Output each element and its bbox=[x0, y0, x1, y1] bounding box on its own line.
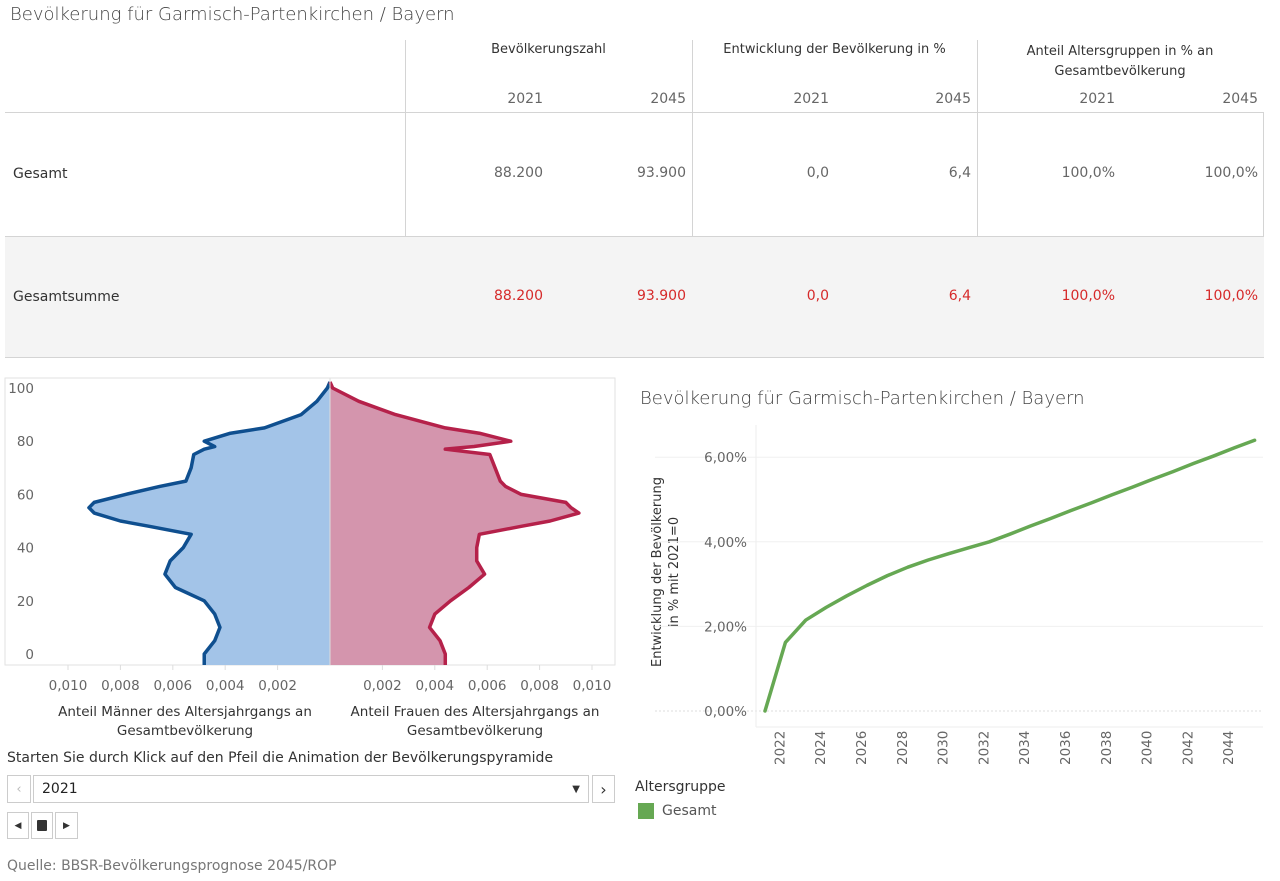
population-pyramid-chart: 0 20 40 60 80 100 0,010 0,008 0,006 0,004 0,002 0,0… bbox=[4, 377, 616, 694]
year-header: 2045 bbox=[1222, 91, 1258, 107]
caret-down-icon: ▼ bbox=[572, 783, 580, 795]
x-tick-label: 2040 bbox=[1140, 731, 1156, 765]
x-tick-label: 2028 bbox=[895, 731, 911, 765]
x-tick-label: 2034 bbox=[1017, 731, 1033, 765]
cell: 88.200 bbox=[494, 165, 543, 181]
year-dropdown[interactable]: 2021 ▼ bbox=[33, 775, 589, 803]
y-tick-label: 2,00% bbox=[704, 619, 747, 635]
cell: 100,0% bbox=[1204, 288, 1258, 304]
x-tick-label: 2036 bbox=[1058, 731, 1074, 765]
x-tick-label: 0,008 bbox=[101, 678, 140, 694]
cell: 93.900 bbox=[637, 288, 686, 304]
pyramid-area-men bbox=[88, 382, 331, 665]
x-tick-label: 0,010 bbox=[49, 678, 88, 694]
legend-item[interactable]: Gesamt bbox=[638, 803, 716, 819]
x-tick-label: 2044 bbox=[1221, 731, 1237, 765]
legend-title: Altersgruppe bbox=[635, 779, 726, 795]
year-header: 2045 bbox=[935, 91, 971, 107]
cell: 100,0% bbox=[1061, 165, 1115, 181]
cell: 0,0 bbox=[806, 288, 829, 304]
x-tick-label: 0,002 bbox=[363, 678, 402, 694]
x-tick-label: 2024 bbox=[813, 731, 829, 765]
cell: 93.900 bbox=[637, 165, 686, 181]
x-tick-label: 0,004 bbox=[206, 678, 245, 694]
y-tick-label: 0 bbox=[25, 647, 34, 663]
line-chart: 0,00% 2,00% 4,00% 6,00% 2022 2024 2026 2028 2030… bbox=[655, 425, 1263, 765]
y-tick-label: 6,00% bbox=[704, 450, 747, 466]
series-line-gesamt bbox=[763, 438, 1257, 713]
x-tick-label: 0,008 bbox=[520, 678, 559, 694]
row-label: Gesamt bbox=[13, 166, 68, 182]
stop-icon bbox=[37, 820, 47, 831]
page-title: Bevölkerung für Garmisch-Partenkirchen /… bbox=[10, 4, 455, 25]
x-tick-label: 2038 bbox=[1099, 731, 1115, 765]
play-forward-button[interactable]: ▶ bbox=[55, 812, 78, 839]
year-value: 2021 bbox=[42, 781, 78, 797]
y-tick-label: 4,00% bbox=[704, 535, 747, 551]
y-tick-label: 100 bbox=[8, 381, 34, 397]
x-tick-label: 2042 bbox=[1180, 731, 1196, 765]
x-tick-label: 0,010 bbox=[573, 678, 612, 694]
column-group-header: Anteil Altersgruppen in % an Gesamtbevöl… bbox=[1026, 44, 1214, 79]
y-tick-label: 80 bbox=[17, 434, 34, 450]
x-tick-label: 2026 bbox=[854, 731, 870, 765]
chevron-left-icon: ‹ bbox=[16, 781, 22, 797]
cell: 88.200 bbox=[494, 288, 543, 304]
column-group-header: Entwicklung der Bevölkerung in % bbox=[723, 42, 946, 57]
cell: 100,0% bbox=[1204, 165, 1258, 181]
x-tick-label: 0,006 bbox=[153, 678, 192, 694]
play-backward-button[interactable]: ◀ bbox=[7, 812, 29, 839]
y-tick-label: 0,00% bbox=[704, 704, 747, 720]
source-note: Quelle: BBSR-Bevölkerungsprognose 2045/R… bbox=[7, 858, 337, 874]
cell: 6,4 bbox=[948, 165, 971, 181]
cell: 100,0% bbox=[1061, 288, 1115, 304]
pyramid-line-men bbox=[87, 381, 332, 665]
play-forward-icon: ▶ bbox=[63, 820, 70, 831]
pyramid-area-women bbox=[330, 382, 579, 665]
stop-button[interactable] bbox=[31, 812, 53, 839]
x-tick-label: 0,002 bbox=[258, 678, 297, 694]
x-tick-label: 2030 bbox=[936, 731, 952, 765]
chevron-right-icon: › bbox=[600, 779, 607, 799]
play-backward-icon: ◀ bbox=[14, 820, 22, 831]
y-tick-label: 40 bbox=[17, 541, 34, 557]
legend-label: Gesamt bbox=[662, 803, 717, 819]
column-group-header: Bevölkerungszahl bbox=[491, 42, 606, 57]
previous-year-button[interactable]: ‹ bbox=[7, 775, 31, 803]
cell: 6,4 bbox=[948, 288, 971, 304]
row-label: Gesamtsumme bbox=[13, 289, 120, 305]
pyramid-line-women bbox=[328, 381, 581, 665]
x-tick-label: 0,006 bbox=[468, 678, 507, 694]
cell: 0,0 bbox=[806, 165, 829, 181]
year-header: 2021 bbox=[507, 91, 543, 107]
year-header: 2021 bbox=[793, 91, 829, 107]
legend-swatch bbox=[638, 803, 654, 819]
year-header: 2021 bbox=[1079, 91, 1115, 107]
year-header: 2045 bbox=[650, 91, 686, 107]
x-tick-label: 2032 bbox=[976, 731, 992, 765]
y-tick-label: 60 bbox=[17, 487, 34, 503]
animation-instruction: Starten Sie durch Klick auf den Pfeil di… bbox=[7, 750, 554, 766]
x-tick-label: 0,004 bbox=[415, 678, 454, 694]
x-axis-title-women: Anteil Frauen des Altersjahrgangs an Ges… bbox=[350, 704, 600, 739]
next-year-button[interactable]: › bbox=[592, 775, 615, 803]
line-chart-title: Bevölkerung für Garmisch-Partenkirchen /… bbox=[640, 388, 1085, 409]
x-axis-title-men: Anteil Männer des Altersjahrgangs an Ges… bbox=[58, 704, 312, 739]
y-tick-label: 20 bbox=[17, 594, 34, 610]
x-tick-label: 2022 bbox=[772, 731, 788, 765]
